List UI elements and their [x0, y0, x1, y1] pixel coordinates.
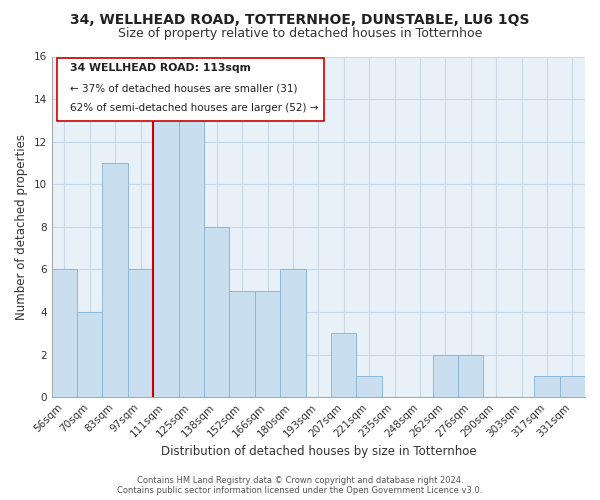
Text: 34, WELLHEAD ROAD, TOTTERNHOE, DUNSTABLE, LU6 1QS: 34, WELLHEAD ROAD, TOTTERNHOE, DUNSTABLE…: [70, 12, 530, 26]
Text: 62% of semi-detached houses are larger (52) →: 62% of semi-detached houses are larger (…: [70, 103, 319, 113]
Bar: [356, 376, 382, 397]
Text: Contains HM Land Registry data © Crown copyright and database right 2024.
Contai: Contains HM Land Registry data © Crown c…: [118, 476, 482, 495]
Bar: [153, 120, 179, 397]
Bar: [255, 290, 280, 397]
Bar: [560, 376, 585, 397]
Bar: [433, 354, 458, 397]
Text: ← 37% of detached houses are smaller (31): ← 37% of detached houses are smaller (31…: [70, 83, 298, 93]
Bar: [331, 334, 356, 397]
Bar: [229, 290, 255, 397]
Bar: [179, 120, 204, 397]
Text: Size of property relative to detached houses in Totternhoe: Size of property relative to detached ho…: [118, 28, 482, 40]
Bar: [458, 354, 484, 397]
FancyBboxPatch shape: [57, 58, 323, 121]
Bar: [280, 270, 305, 397]
Bar: [128, 270, 153, 397]
Y-axis label: Number of detached properties: Number of detached properties: [15, 134, 28, 320]
Bar: [534, 376, 560, 397]
Bar: [103, 163, 128, 397]
Text: 34 WELLHEAD ROAD: 113sqm: 34 WELLHEAD ROAD: 113sqm: [70, 64, 251, 74]
Bar: [204, 227, 229, 397]
X-axis label: Distribution of detached houses by size in Totternhoe: Distribution of detached houses by size …: [161, 444, 476, 458]
Bar: [52, 270, 77, 397]
Bar: [77, 312, 103, 397]
